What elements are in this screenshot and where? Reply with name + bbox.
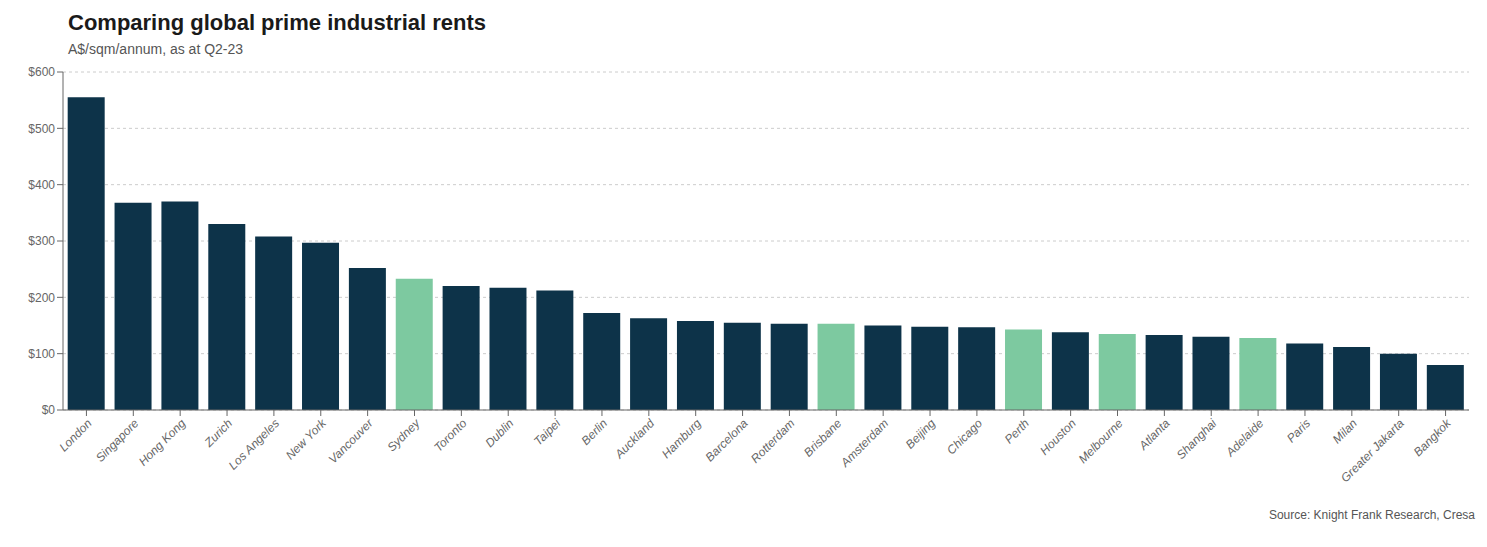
html-text:Comparing global prime industr: Comparing global prime industrial rents <box>68 10 487 35</box>
svg-text:$100: $100 <box>28 347 55 361</box>
svg-text:$300: $300 <box>28 234 55 248</box>
svg-text:New York: New York <box>283 416 330 463</box>
svg-text:Taipei: Taipei <box>531 416 563 448</box>
svg-text:Berlin: Berlin <box>579 416 611 448</box>
svg-text:Barcelona: Barcelona <box>703 416 751 464</box>
svg-text:Paris: Paris <box>1284 416 1313 445</box>
svg-text:Perth: Perth <box>1002 416 1032 446</box>
html-text:A$/sqm/annum, as at Q2-23: A$/sqm/annum, as at Q2-23 <box>68 41 244 57</box>
svg-text:$500: $500 <box>28 122 55 136</box>
svg-text:$600: $600 <box>28 65 55 79</box>
svg-text:Brisbane: Brisbane <box>801 416 845 460</box>
svg-text:Shanghai: Shanghai <box>1174 416 1220 462</box>
svg-text:Hamburg: Hamburg <box>659 416 704 461</box>
svg-text:Houston: Houston <box>1037 416 1079 458</box>
svg-text:Zurich: Zurich <box>201 416 235 450</box>
svg-text:Milan: Milan <box>1330 416 1360 446</box>
svg-text:London: London <box>56 416 94 454</box>
html-text:Source: Knight Frank Research,: Source: Knight Frank Research, Cresa <box>1268 508 1475 522</box>
svg-text:Los Angeles: Los Angeles <box>226 416 282 472</box>
svg-text:Amsterdam: Amsterdam <box>837 416 891 470</box>
svg-text:Auckland: Auckland <box>611 416 657 462</box>
svg-text:Toronto: Toronto <box>431 416 470 455</box>
svg-text:Bangkok: Bangkok <box>1411 416 1455 460</box>
svg-text:$200: $200 <box>28 291 55 305</box>
svg-text:Greater Jakarta: Greater Jakarta <box>1338 416 1407 485</box>
svg-text:Beijing: Beijing <box>903 416 939 452</box>
svg-text:Dublin: Dublin <box>482 416 516 450</box>
svg-text:Atlanta: Atlanta <box>1135 416 1172 453</box>
svg-text:Rotterdam: Rotterdam <box>748 416 798 466</box>
svg-text:Hong Kong: Hong Kong <box>136 416 189 469</box>
svg-text:Melbourne: Melbourne <box>1076 416 1126 466</box>
svg-text:Sydney: Sydney <box>384 416 423 455</box>
svg-text:$0: $0 <box>42 403 56 417</box>
svg-text:Vancouver: Vancouver <box>326 416 377 467</box>
svg-text:Chicago: Chicago <box>944 416 985 457</box>
svg-text:Singapore: Singapore <box>93 416 142 465</box>
svg-text:Adelaide: Adelaide <box>1223 416 1267 460</box>
svg-text:$400: $400 <box>28 178 55 192</box>
